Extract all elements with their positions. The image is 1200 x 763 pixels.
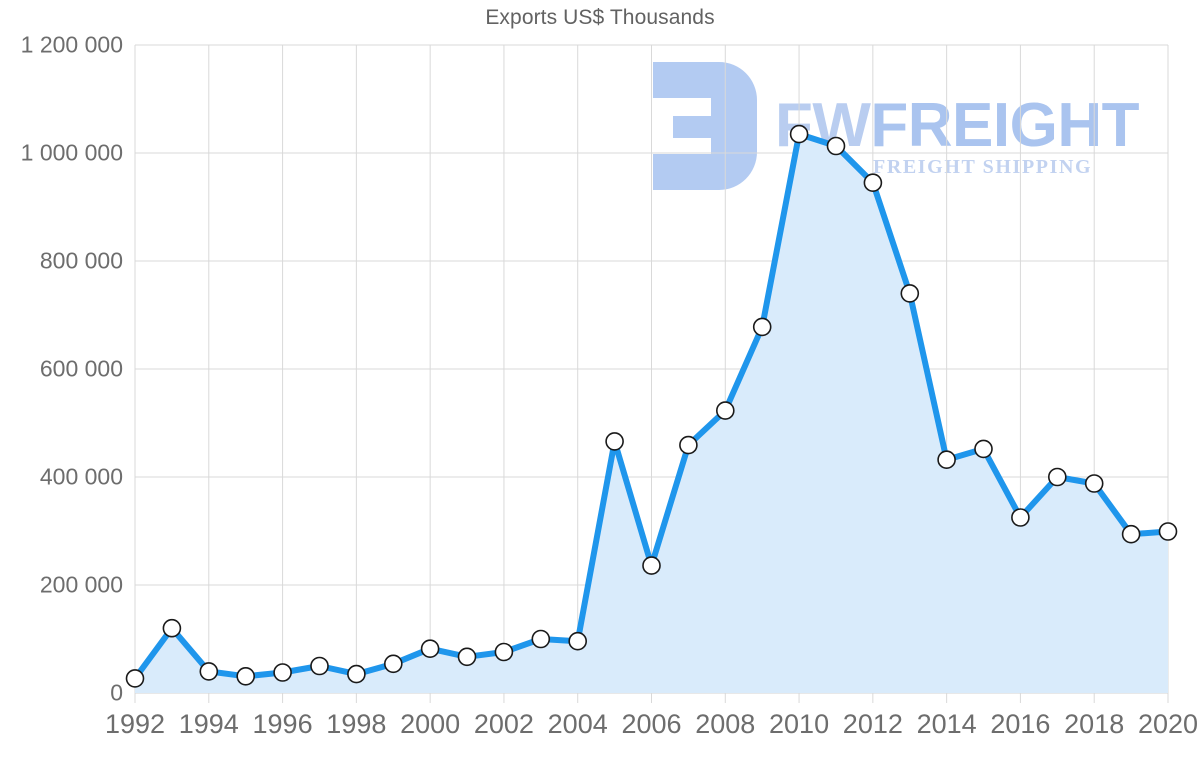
y-axis-tick-label: 400 000 — [39, 463, 123, 490]
data-point-marker[interactable] — [937, 450, 956, 470]
x-axis-tick-label: 1998 — [326, 709, 387, 739]
data-point-marker[interactable] — [273, 663, 292, 682]
y-axis-tick-label: 800 000 — [39, 247, 123, 274]
x-axis-tick-label: 2012 — [842, 709, 903, 739]
y-axis-tick-label: 0 — [110, 679, 123, 706]
chart-title: Exports US$ Thousands — [485, 6, 715, 29]
data-point-marker[interactable] — [1084, 474, 1104, 493]
x-axis-tick-label: 2018 — [1064, 709, 1125, 739]
y-axis-tick-label: 600 000 — [39, 355, 123, 382]
data-point-marker[interactable] — [715, 401, 735, 420]
x-axis-tick-label: 1996 — [252, 709, 313, 739]
data-point-marker[interactable] — [125, 669, 145, 688]
x-axis-tick-label: 2020 — [1137, 709, 1199, 739]
x-axis-tick-label: 2008 — [695, 709, 756, 739]
data-point-marker[interactable] — [347, 664, 366, 684]
x-axis-tick-label: 2010 — [769, 709, 830, 739]
x-axis-tick-label: 2006 — [621, 709, 682, 739]
x-axis-tick-label: 2004 — [547, 709, 608, 739]
x-axis-tick-label: 1992 — [104, 709, 166, 739]
y-axis-tick-label: 200 000 — [39, 571, 123, 598]
data-point-marker[interactable] — [789, 124, 809, 144]
data-point-marker[interactable] — [974, 439, 993, 459]
data-point-marker[interactable] — [826, 136, 846, 156]
x-axis-tick-label: 2002 — [473, 709, 534, 739]
data-point-marker[interactable] — [494, 642, 514, 662]
data-point-marker[interactable] — [383, 654, 403, 674]
data-point-marker[interactable] — [1158, 522, 1178, 541]
data-point-marker[interactable] — [752, 317, 772, 337]
data-point-marker[interactable] — [1048, 467, 1067, 487]
data-markers — [125, 124, 1178, 688]
data-point-marker[interactable] — [679, 435, 698, 455]
data-point-marker[interactable] — [531, 629, 551, 649]
data-point-marker[interactable] — [863, 173, 883, 192]
x-axis-tick-label: 2000 — [400, 709, 461, 739]
data-point-marker[interactable] — [900, 284, 920, 303]
y-axis-tick-label: 1 000 000 — [20, 139, 123, 166]
data-point-marker[interactable] — [642, 556, 661, 575]
x-axis-tick-label: 1994 — [178, 709, 239, 739]
data-point-marker[interactable] — [199, 662, 219, 681]
data-point-marker[interactable] — [568, 631, 588, 651]
area-fill — [135, 134, 1168, 694]
data-point-marker[interactable] — [310, 656, 329, 676]
data-point-marker[interactable] — [1121, 524, 1141, 544]
data-point-marker[interactable] — [420, 639, 440, 659]
y-axis-tick-label: 1 200 000 — [20, 31, 123, 58]
x-axis-tick-label: 2014 — [916, 709, 977, 739]
data-point-marker[interactable] — [457, 647, 477, 667]
data-point-marker[interactable] — [236, 666, 255, 686]
data-point-marker[interactable] — [1011, 508, 1030, 527]
data-point-marker[interactable] — [162, 618, 182, 638]
x-axis-tick-label: 2016 — [990, 709, 1051, 739]
data-point-marker[interactable] — [605, 432, 624, 451]
